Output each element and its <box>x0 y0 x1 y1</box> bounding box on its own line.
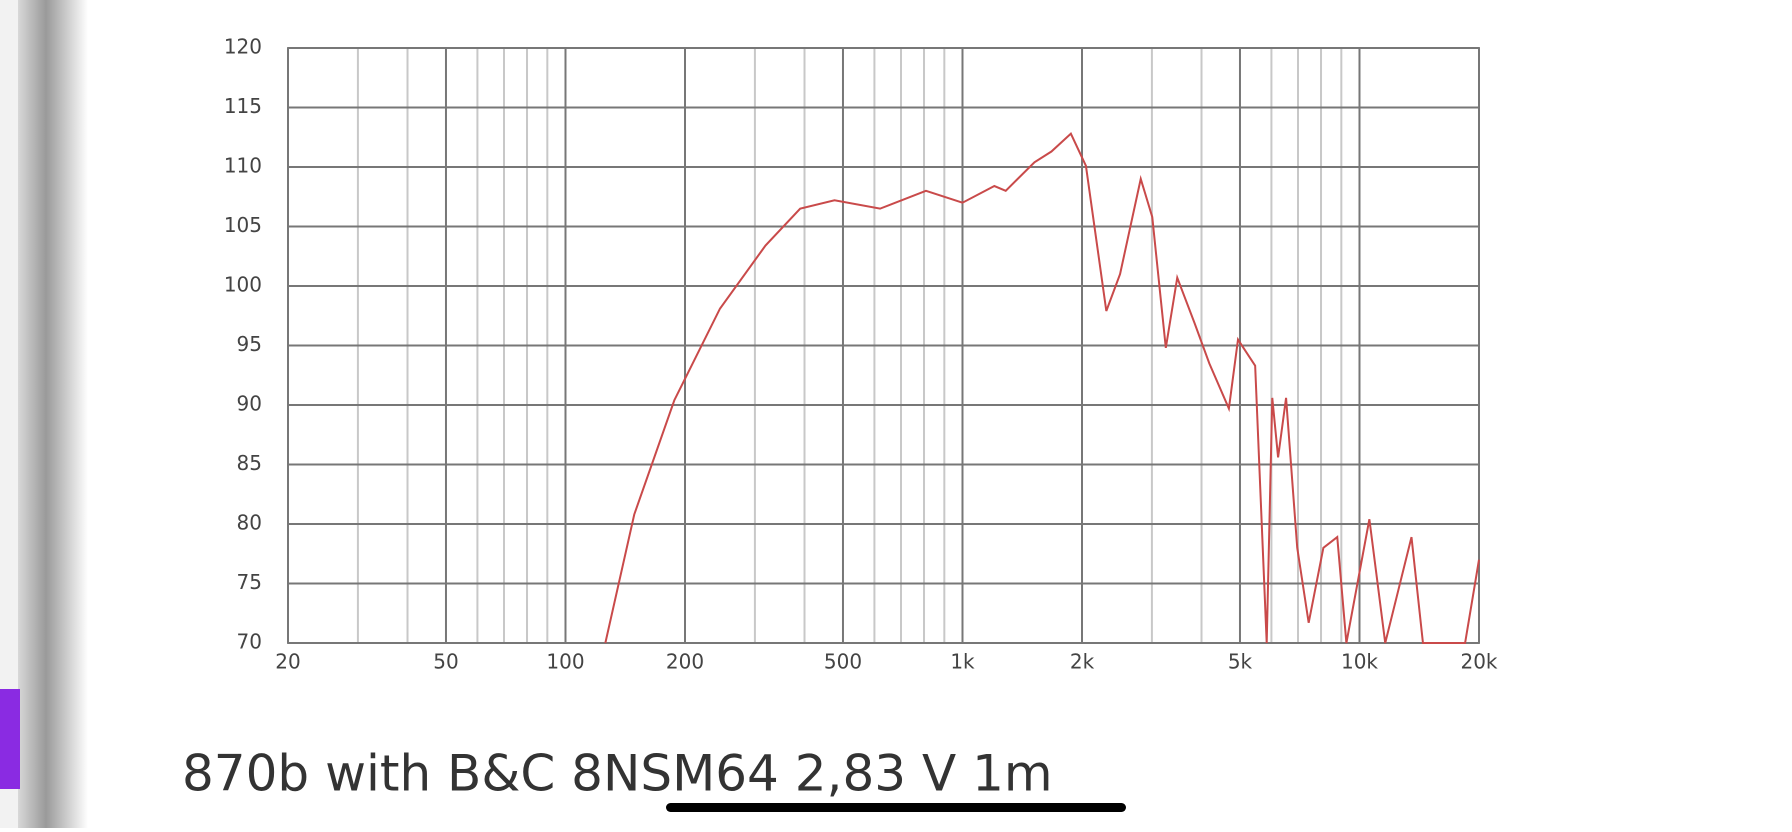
y-tick-label: 85 <box>237 451 262 475</box>
y-tick-label: 100 <box>224 273 262 297</box>
y-tick-label: 105 <box>224 213 262 237</box>
x-tick-label: 1k <box>950 650 975 674</box>
x-tick-label: 2k <box>1070 650 1095 674</box>
x-tick-label: 5k <box>1228 650 1253 674</box>
y-tick-label: 70 <box>237 630 262 654</box>
y-tick-label: 115 <box>224 94 262 118</box>
x-tick-label: 500 <box>824 650 862 674</box>
sidebar <box>0 0 20 828</box>
x-tick-label: 20k <box>1460 650 1497 674</box>
caption: 870b with B&C 8NSM64 2,83 V 1m <box>182 745 1053 803</box>
y-tick-label: 80 <box>237 511 262 535</box>
x-tick-label: 100 <box>546 650 584 674</box>
x-tick-label: 200 <box>666 650 704 674</box>
x-tick-label: 10k <box>1341 650 1378 674</box>
x-tick-label: 20 <box>275 650 300 674</box>
response-line <box>604 132 1480 644</box>
x-tick-label: 50 <box>433 650 458 674</box>
y-tick-label: 95 <box>237 332 262 356</box>
home-indicator <box>666 803 1126 812</box>
y-tick-label: 110 <box>224 154 262 178</box>
y-tick-label: 75 <box>237 570 262 594</box>
chart: 20 50 100 200 500 1k 2k 5k 10k 20k 70 75 80 85 90 95 100… <box>224 35 1498 674</box>
y-tick-label: 90 <box>237 392 262 416</box>
sidebar-shadow <box>18 0 88 828</box>
y-tick-label: 120 <box>224 35 262 59</box>
sidebar-tab[interactable] <box>0 689 20 789</box>
